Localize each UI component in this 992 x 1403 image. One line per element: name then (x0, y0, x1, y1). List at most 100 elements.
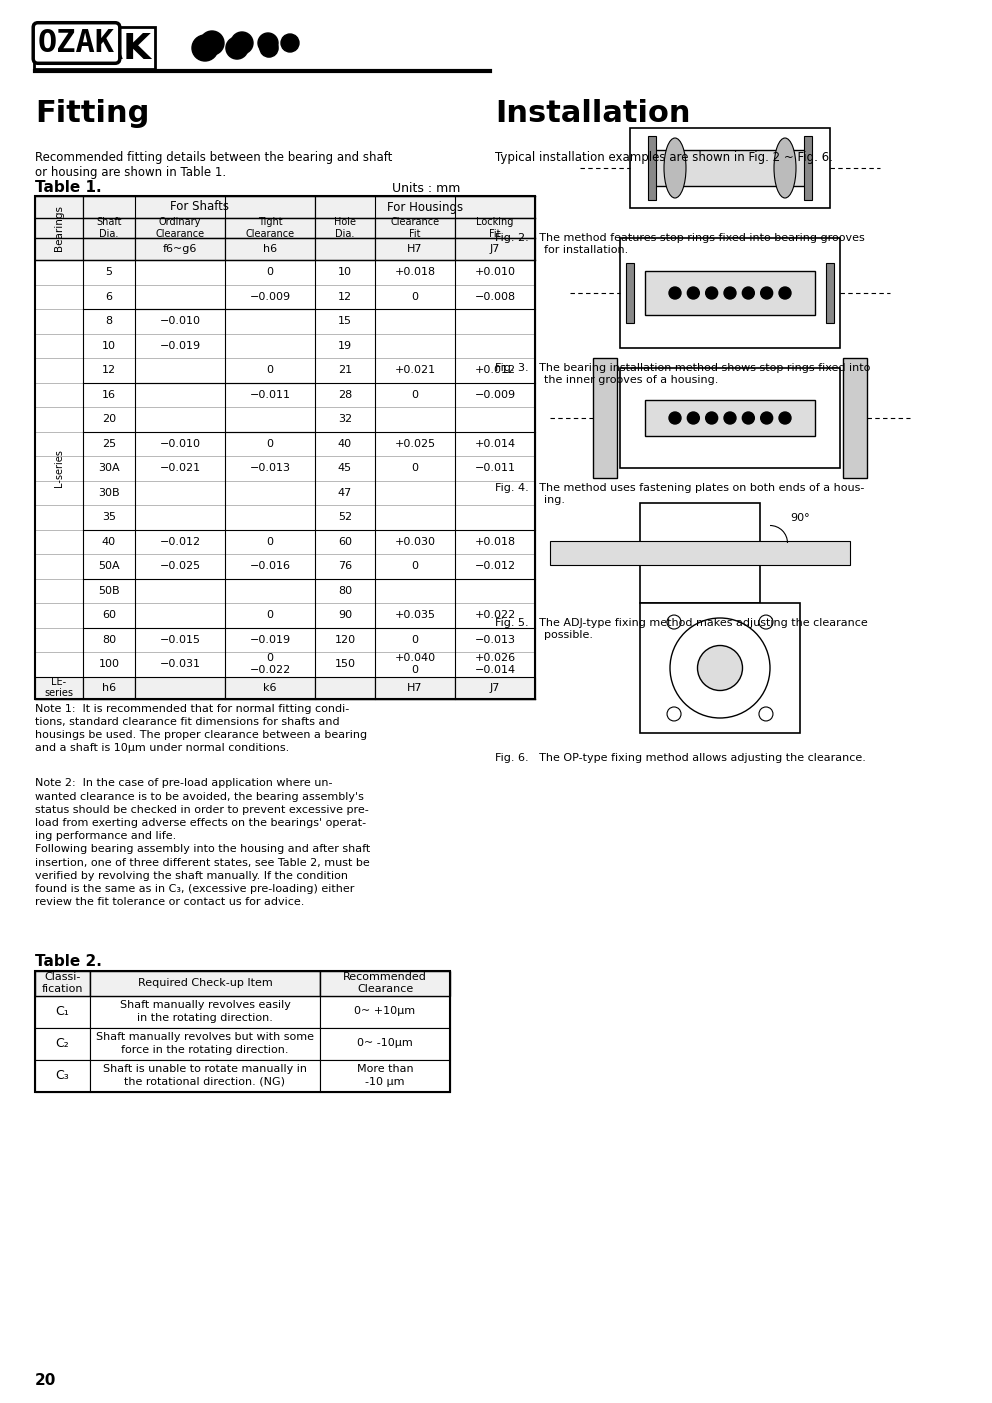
Text: 0
−0.022: 0 −0.022 (249, 654, 291, 675)
Text: Shaft manually revolves easily
in the rotating direction.: Shaft manually revolves easily in the ro… (120, 1000, 291, 1023)
Bar (315, 407, 375, 432)
Bar (455, 309, 535, 334)
Text: Typical installation examples are shown in Fig. 2 ~ Fig. 6.: Typical installation examples are shown … (495, 152, 833, 164)
Bar (375, 554, 455, 578)
Text: 60: 60 (338, 537, 352, 547)
Circle shape (761, 288, 773, 299)
Ellipse shape (664, 137, 686, 198)
Circle shape (669, 412, 681, 424)
Text: 150: 150 (334, 659, 355, 669)
Bar (375, 603, 455, 627)
Text: 28: 28 (338, 390, 352, 400)
Text: C₃: C₃ (56, 1069, 69, 1082)
Bar (135, 334, 225, 358)
Text: 90: 90 (338, 610, 352, 620)
Bar (135, 383, 225, 407)
Bar (225, 358, 315, 383)
Bar (455, 505, 535, 529)
Text: 0: 0 (267, 439, 274, 449)
Bar (83, 676, 135, 699)
Circle shape (779, 288, 791, 299)
Bar (620, 239, 840, 348)
Text: Clearance
Fit: Clearance Fit (391, 217, 439, 239)
Bar (315, 456, 375, 480)
Bar (645, 271, 815, 316)
Text: Recommended
Clearance: Recommended Clearance (343, 972, 427, 993)
Bar (593, 358, 617, 478)
Circle shape (761, 412, 773, 424)
Bar (35, 652, 83, 676)
Text: 0: 0 (412, 463, 419, 473)
Bar (35, 505, 83, 529)
Text: 12: 12 (338, 292, 352, 302)
Bar (375, 383, 455, 407)
Bar (225, 217, 315, 239)
Text: −0.025: −0.025 (160, 561, 200, 571)
Text: 30B: 30B (98, 488, 120, 498)
Text: +0.026
−0.014: +0.026 −0.014 (474, 654, 516, 675)
Text: k6: k6 (263, 682, 277, 693)
Text: OZAK: OZAK (38, 28, 115, 59)
Text: H7: H7 (408, 682, 423, 693)
Text: 32: 32 (338, 414, 352, 424)
Bar (35, 196, 535, 699)
Bar (315, 554, 375, 578)
Bar (90, 996, 320, 1027)
Bar (35, 578, 83, 603)
Bar (630, 128, 830, 208)
Bar (225, 239, 315, 260)
Circle shape (226, 36, 248, 59)
Text: 10: 10 (102, 341, 116, 351)
Bar (804, 136, 812, 201)
Text: Fig. 3.   The bearing installation method shows stop rings fixed into
          : Fig. 3. The bearing installation method … (495, 363, 870, 386)
Circle shape (281, 34, 299, 52)
Bar (320, 1059, 450, 1092)
Bar (225, 505, 315, 529)
Bar (375, 334, 455, 358)
Bar (135, 407, 225, 432)
Bar (315, 480, 375, 505)
Bar (645, 400, 815, 436)
Text: 30A: 30A (98, 463, 120, 473)
Bar (375, 239, 455, 260)
Bar (135, 260, 225, 285)
Bar (320, 1027, 450, 1059)
Bar (225, 529, 315, 554)
Bar (90, 971, 320, 996)
Text: 50A: 50A (98, 561, 120, 571)
Bar (225, 652, 315, 676)
Bar (375, 260, 455, 285)
Bar (135, 432, 225, 456)
Bar (35, 196, 535, 699)
Bar (315, 334, 375, 358)
Bar (83, 407, 135, 432)
Bar (135, 529, 225, 554)
Bar (83, 334, 135, 358)
Text: J7: J7 (490, 244, 500, 254)
Bar (315, 578, 375, 603)
Bar (315, 652, 375, 676)
Bar (455, 480, 535, 505)
Bar (375, 407, 455, 432)
Bar (35, 260, 83, 285)
Bar (135, 505, 225, 529)
Bar (83, 456, 135, 480)
Bar (135, 676, 225, 699)
Bar (225, 309, 315, 334)
Text: +0.021: +0.021 (395, 365, 435, 375)
Bar (640, 504, 760, 603)
Text: For Housings: For Housings (387, 201, 463, 213)
Ellipse shape (774, 137, 796, 198)
Bar (455, 217, 535, 239)
Text: +0.018: +0.018 (474, 537, 516, 547)
Bar (35, 627, 83, 652)
Text: Shaft
Dia.: Shaft Dia. (96, 217, 122, 239)
Bar (375, 578, 455, 603)
Text: 5: 5 (105, 267, 112, 278)
Circle shape (759, 615, 773, 629)
Text: 100: 100 (98, 659, 119, 669)
Circle shape (231, 32, 253, 53)
Text: Fig. 2.   The method features stop rings fixed into bearing grooves
            : Fig. 2. The method features stop rings f… (495, 233, 865, 255)
Bar (375, 432, 455, 456)
Bar (90, 1027, 320, 1059)
